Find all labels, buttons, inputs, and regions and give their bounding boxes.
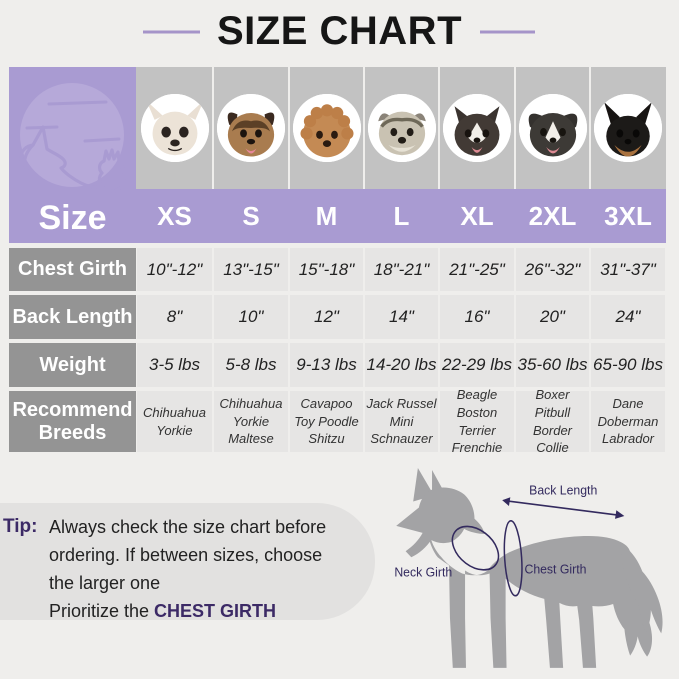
svg-text:Back Length: Back Length — [529, 482, 597, 498]
svg-text:Neck Girth: Neck Girth — [394, 564, 452, 580]
svg-text:Chest Girth: Chest Girth — [524, 561, 586, 577]
